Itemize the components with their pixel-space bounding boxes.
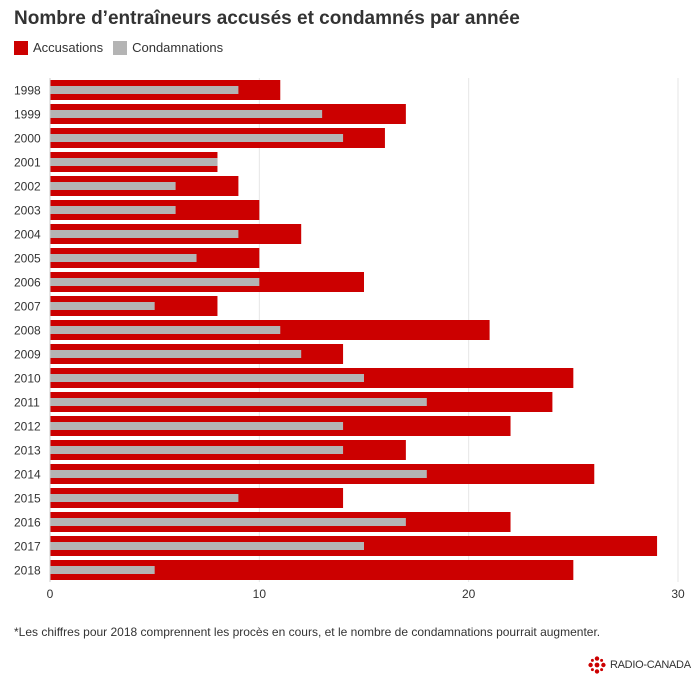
y-tick-label-2001: 2001 [14, 156, 41, 170]
bar-condamnations-2017 [50, 542, 364, 550]
chart-legend: Accusations Condamnations [14, 40, 233, 55]
bar-chart: 0 10 20 30 1998 1999 2000 2001 2002 2003 2004 2005 2… [14, 78, 685, 601]
y-tick-label-2009: 2009 [14, 348, 41, 362]
bar-accusations-2018 [50, 560, 574, 580]
bar-condamnations-2000 [50, 134, 344, 142]
y-tick-label-2007: 2007 [14, 300, 41, 314]
bar-condamnations-2005 [50, 254, 197, 262]
legend-label-condamnations: Condamnations [132, 40, 224, 55]
y-tick-label-1998: 1998 [14, 84, 41, 98]
bar-condamnations-2004 [50, 230, 239, 238]
y-tick-label-2000: 2000 [14, 132, 41, 146]
bar-condamnations-2001 [50, 158, 218, 166]
bar-condamnations-2010 [50, 374, 364, 382]
y-tick-label-2018: 2018 [14, 564, 41, 578]
x-tick-label-30: 30 [671, 587, 685, 601]
bar-condamnations-1998 [50, 86, 239, 94]
bar-condamnations-2002 [50, 182, 176, 190]
legend-item-condamnations: Condamnations [113, 40, 223, 55]
legend-label-accusations: Accusations [33, 40, 104, 55]
y-tick-label-2016: 2016 [14, 516, 41, 530]
y-tick-label-2010: 2010 [14, 372, 41, 386]
bar-condamnations-2014 [50, 470, 427, 478]
bar-condamnations-2009 [50, 350, 302, 358]
x-tick-label-20: 20 [462, 587, 476, 601]
legend-item-accusations: Accusations [14, 40, 103, 55]
y-tick-label-2005: 2005 [14, 252, 41, 266]
y-tick-label-2002: 2002 [14, 180, 41, 194]
radio-canada-wordmark: RADIO-CANADA [610, 659, 691, 671]
bar-condamnations-2016 [50, 518, 406, 526]
y-tick-label-2003: 2003 [14, 204, 41, 218]
bar-condamnations-2012 [50, 422, 344, 430]
bar-condamnations-2011 [50, 398, 427, 406]
bar-condamnations-2007 [50, 302, 155, 310]
y-tick-label-2017: 2017 [14, 540, 41, 554]
y-tick-label-2015: 2015 [14, 492, 41, 506]
y-tick-label-2011: 2011 [14, 396, 40, 410]
bar-condamnations-2018 [50, 566, 155, 574]
bar-condamnations-2003 [50, 206, 176, 214]
y-tick-label-1999: 1999 [14, 108, 41, 122]
bar-condamnations-2015 [50, 494, 239, 502]
bar-condamnations-2013 [50, 446, 344, 454]
radio-canada-logo: RADIO-CANADA [588, 656, 691, 674]
y-tick-label-2008: 2008 [14, 324, 41, 338]
bar-condamnations-2006 [50, 278, 260, 286]
y-tick-label-2013: 2013 [14, 444, 41, 458]
x-tick-label-10: 10 [253, 587, 267, 601]
legend-swatch-accusations [14, 40, 28, 55]
bar-condamnations-2008 [50, 326, 281, 334]
footnote: *Les chiffres pour 2018 comprennent les … [14, 625, 601, 639]
y-tick-label-2014: 2014 [14, 468, 41, 482]
x-tick-label-0: 0 [47, 587, 54, 601]
legend-swatch-condamnations [113, 40, 128, 55]
bar-condamnations-1999 [50, 110, 323, 118]
y-tick-label-2006: 2006 [14, 276, 41, 290]
y-tick-label-2012: 2012 [14, 420, 41, 434]
chart-title: Nombre d’entraîneurs accusés et condamné… [14, 8, 520, 29]
y-tick-label-2004: 2004 [14, 228, 41, 242]
radio-canada-gem-icon [588, 656, 606, 674]
